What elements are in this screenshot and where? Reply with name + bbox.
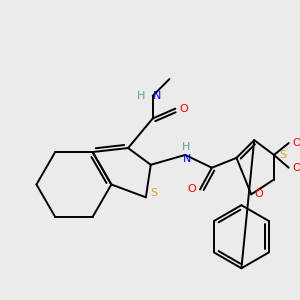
Text: O: O: [292, 138, 300, 148]
Text: O: O: [188, 184, 197, 194]
Text: N: N: [152, 91, 161, 101]
Text: N: N: [183, 154, 191, 164]
Text: O: O: [255, 189, 263, 199]
Text: O: O: [292, 163, 300, 173]
Text: S: S: [279, 150, 286, 160]
Text: H: H: [137, 91, 145, 101]
Text: O: O: [179, 103, 188, 114]
Text: H: H: [182, 142, 190, 152]
Text: S: S: [150, 188, 157, 198]
